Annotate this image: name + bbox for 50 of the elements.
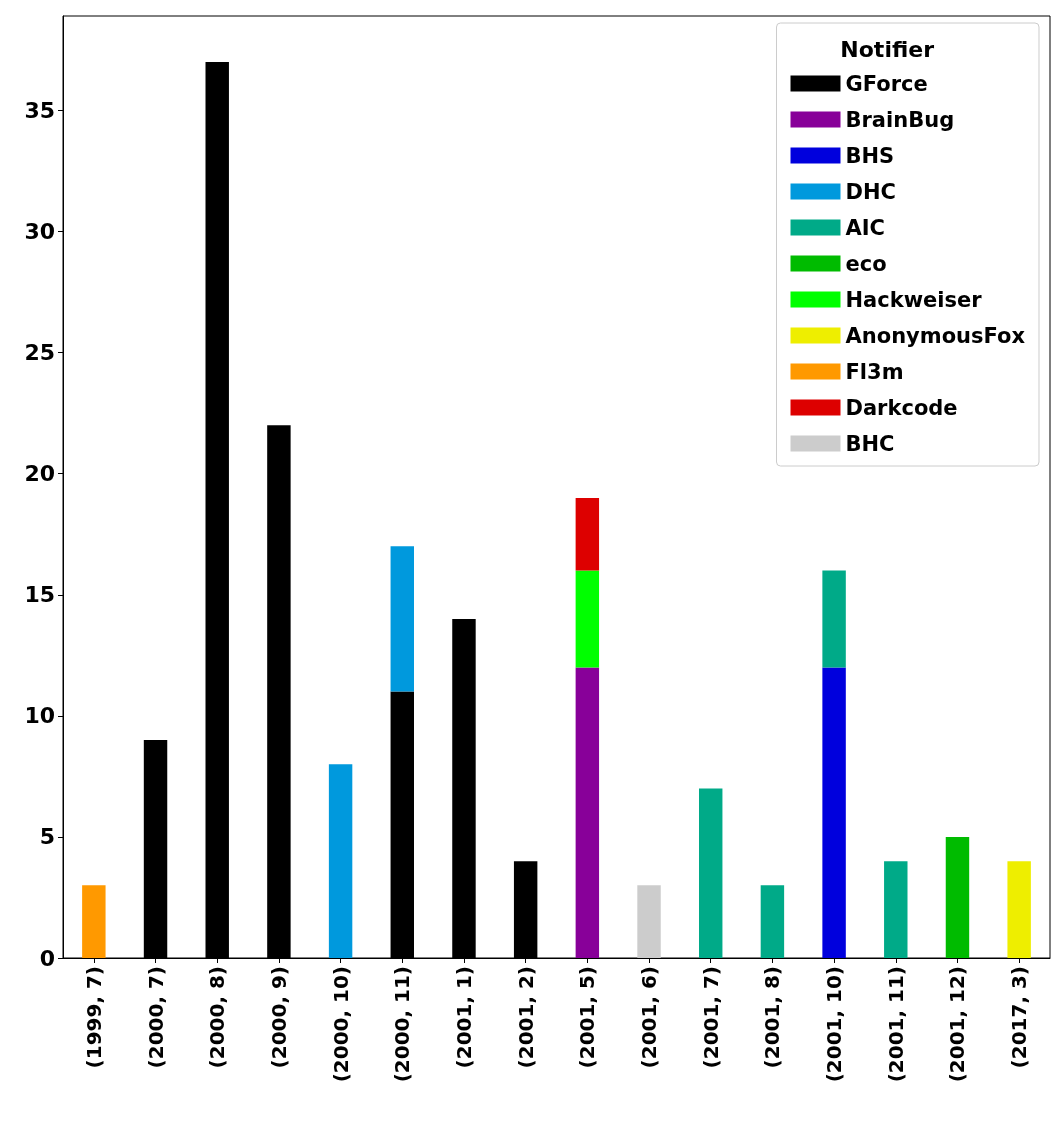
x-tick-label: (2001, 1) (451, 966, 476, 1069)
bar (575, 667, 600, 958)
x-tick-label: (2000, 8) (205, 966, 230, 1069)
y-tick-label: 15 (24, 582, 55, 608)
bar (884, 861, 908, 958)
legend-title: Notifier (840, 36, 935, 62)
x-tick-label: (2000, 10) (328, 966, 353, 1083)
legend-label: DHC (845, 179, 896, 204)
x-tick-label: (2001, 12) (945, 966, 970, 1083)
legend-label: Hackweiser (845, 287, 983, 312)
legend-label: eco (845, 251, 887, 276)
x-tick-label: (2017, 3) (1007, 966, 1032, 1069)
bar (575, 570, 600, 668)
legend-label: Fl3m (845, 359, 904, 384)
y-tick-label: 35 (24, 97, 55, 123)
y-tick-label: 10 (24, 703, 55, 729)
bar (575, 497, 600, 571)
x-tick-label: (2001, 5) (575, 966, 600, 1069)
y-tick-label: 20 (24, 461, 55, 487)
x-tick-label: (2001, 2) (513, 966, 538, 1069)
x-tick-label: (2001, 8) (760, 966, 785, 1069)
bar (822, 667, 846, 958)
bar (390, 546, 414, 692)
x-tick-label: (1999, 7) (81, 966, 106, 1069)
x-tick-label: (2001, 10) (822, 966, 847, 1083)
y-tick-label: 0 (39, 945, 55, 971)
legend-label: AnonymousFox (845, 323, 1026, 348)
legend-label: GForce (845, 71, 928, 96)
x-tick-label: (2000, 11) (390, 966, 415, 1083)
legend-label: BrainBug (845, 107, 955, 132)
y-tick-label: 30 (24, 219, 55, 245)
bar (637, 885, 661, 958)
bar (760, 885, 785, 958)
x-tick-label: (2001, 7) (698, 966, 723, 1069)
legend-label: Darkcode (845, 395, 958, 420)
bar (82, 885, 106, 958)
bar (1007, 861, 1031, 958)
bar (945, 836, 970, 958)
legend-label: AIC (845, 215, 885, 240)
x-tick-label: (2001, 11) (883, 966, 908, 1083)
bar (328, 764, 353, 958)
legend-label: BHC (845, 431, 895, 456)
x-tick-label: (2000, 9) (266, 966, 291, 1069)
x-tick-label: (2001, 6) (637, 966, 662, 1069)
bar (699, 788, 723, 958)
x-tick-label: (2000, 7) (143, 966, 168, 1069)
bar (822, 570, 846, 668)
y-tick-label: 25 (24, 340, 55, 366)
legend-label: BHS (845, 143, 895, 168)
y-tick-label: 5 (39, 824, 55, 850)
